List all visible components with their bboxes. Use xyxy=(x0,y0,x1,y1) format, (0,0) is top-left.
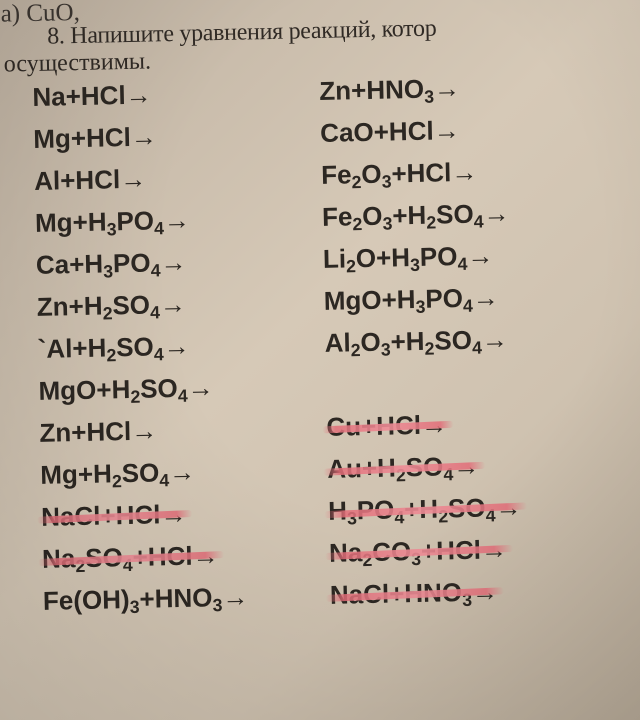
equation-row: Au+H2SO4→ xyxy=(317,441,638,490)
equation-text: Fe(OH)3+HNO3→ xyxy=(43,584,249,614)
equation-text: Zn+H2SO4→ xyxy=(37,291,187,320)
equation-text: Na+HCl→ xyxy=(32,81,152,109)
equation-row: Na+HCl→ xyxy=(24,70,310,118)
right-column: Zn+HNO3→ CaO+HCl→ Fe2O3+HCl→ Fe2O3+H2SO4→ Li… xyxy=(309,63,640,616)
equation-row: Fe2O3+HCl→ xyxy=(311,147,632,196)
equation-row: `Al+H2SO4→ xyxy=(29,322,315,370)
equation-row: Li2O+H3PO4→ xyxy=(312,231,633,280)
equation-row: Al2O3+H2SO4→ xyxy=(314,315,635,364)
equation-text: MgO+H2SO4→ xyxy=(38,374,214,404)
equation-row: Zn+H2SO4→ xyxy=(28,280,314,328)
equation-text: Zn+HNO3→ xyxy=(319,75,460,104)
equation-row: Fe2O3+H2SO4→ xyxy=(312,189,633,238)
equation-row: Cu+HCl→ xyxy=(316,399,637,448)
equation-text: Al2O3+H2SO4→ xyxy=(324,326,508,356)
equation-row: Na2CO3+HCl→ xyxy=(319,525,640,574)
equation-row: Na2SO4+HCl→ xyxy=(34,532,320,580)
equation-row xyxy=(315,357,636,406)
equation-row: Mg+H3PO4→ xyxy=(27,196,313,244)
equation-row: H3PO4+H2SO4→ xyxy=(318,483,639,532)
equation-row: Al+HCl→ xyxy=(26,154,312,202)
equation-row: Zn+HCl→ xyxy=(31,406,317,454)
equation-text: Mg+HCl→ xyxy=(33,123,157,152)
equation-row: NaCl+HNO3→ xyxy=(319,567,640,616)
equation-row: Ca+H3PO4→ xyxy=(28,238,314,286)
equation-text: Fe2O3+H2SO4→ xyxy=(322,200,510,230)
equation-text: Zn+HCl→ xyxy=(39,417,157,445)
equation-row: Mg+HCl→ xyxy=(25,112,311,160)
equation-row: MgO+H3PO4→ xyxy=(313,273,634,322)
equation-text: Na2CO3+HCl→ xyxy=(329,536,507,566)
equation-text: MgO+H3PO4→ xyxy=(323,284,499,314)
equation-text: `Al+H2SO4→ xyxy=(37,333,189,362)
equation-row: MgO+H2SO4→ xyxy=(30,364,316,412)
equation-text: Cu+HCl→ xyxy=(326,411,447,440)
equation-row: Zn+HNO3→ xyxy=(309,63,630,112)
left-column: Na+HCl→ Mg+HCl→ Al+HCl→ Mg+H3PO4→ Ca+H3PO4→ Z… xyxy=(24,70,320,622)
equation-text: Na2SO4+HCl→ xyxy=(42,542,219,572)
equation-text: Fe2O3+HCl→ xyxy=(321,159,478,188)
equation-text: Al+HCl→ xyxy=(34,166,146,194)
equation-text: Mg+H2SO4→ xyxy=(40,459,195,488)
equation-row: Mg+H2SO4→ xyxy=(32,448,318,496)
equation-text: Mg+H3PO4→ xyxy=(35,207,190,236)
equation-text: CaO+HCl→ xyxy=(320,117,460,146)
equation-text: Li2O+H3PO4→ xyxy=(323,242,494,272)
equation-text: H3PO4+H2SO4→ xyxy=(328,494,522,524)
equation-text: Ca+H3PO4→ xyxy=(36,249,187,278)
equation-text: Au+H2SO4→ xyxy=(327,453,479,482)
equation-row: Fe(OH)3+HNO3→ xyxy=(35,574,321,622)
equations-columns: Na+HCl→ Mg+HCl→ Al+HCl→ Mg+H3PO4→ Ca+H3PO4→ Z… xyxy=(24,63,640,622)
textbook-page: a) CuO, 8. Напишите уравнения реакций, к… xyxy=(0,0,640,720)
equation-row: NaCl+HCl→ xyxy=(33,490,319,538)
equation-text: NaCl+HCl→ xyxy=(41,501,187,530)
equation-row: CaO+HCl→ xyxy=(310,105,631,154)
equation-text: NaCl+HNO3→ xyxy=(330,578,499,608)
